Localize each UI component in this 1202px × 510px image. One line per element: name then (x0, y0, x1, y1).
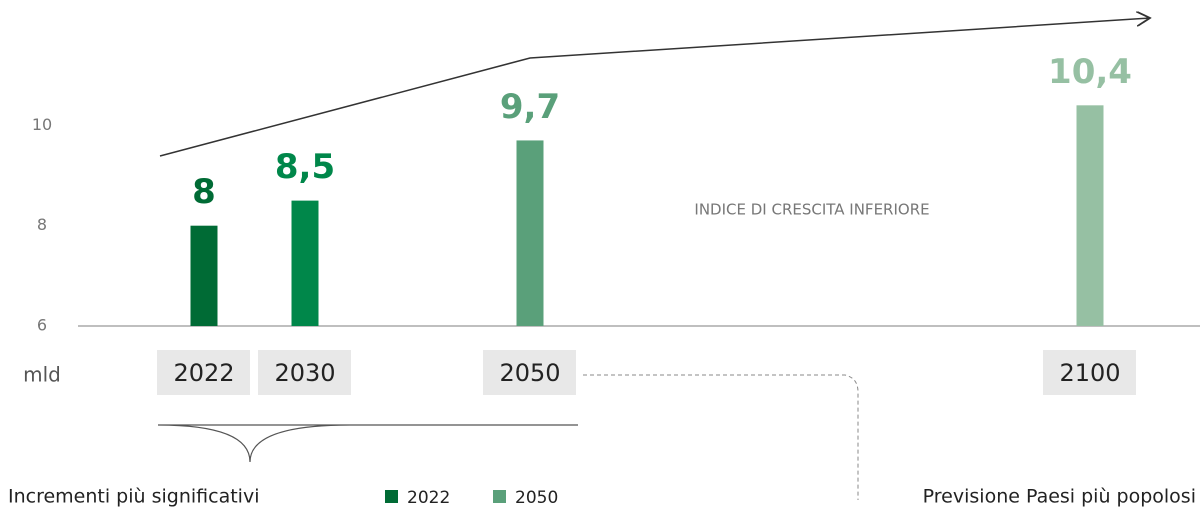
year-box (258, 350, 351, 395)
year-box (483, 350, 576, 395)
legend-label: 2022 (407, 488, 450, 508)
value-label: 10,4 (1048, 52, 1132, 92)
year-box (157, 350, 250, 395)
value-label: 8,5 (275, 147, 335, 187)
y-axis-label: mld (23, 363, 61, 387)
legend-label: 2050 (515, 488, 558, 508)
dashed-connector (583, 374, 859, 500)
x-tick-label: 2050 (499, 359, 560, 387)
bar (516, 140, 544, 326)
x-tick-label: 2100 (1059, 359, 1120, 387)
brace (157, 424, 578, 463)
y-tick-label: 10 (32, 115, 52, 134)
bar (1076, 105, 1104, 326)
year-box (1043, 350, 1136, 395)
y-tick-label: 8 (37, 215, 47, 234)
annotation: INDICE DI CRESCITA INFERIORE (694, 201, 929, 219)
bar (291, 200, 319, 326)
legend-swatch (493, 490, 506, 503)
value-label: 8 (192, 172, 216, 212)
bar (190, 225, 218, 326)
value-label: 9,7 (500, 87, 560, 127)
footer-right: Previsione Paesi più popolosi (923, 486, 1196, 508)
y-tick-label: 6 (37, 316, 47, 335)
x-tick-label: 2022 (173, 359, 234, 387)
trend-arrow (159, 18, 1150, 157)
footer-left: Incrementi più significativi (8, 486, 259, 508)
legend-swatch (385, 490, 398, 503)
x-tick-label: 2030 (274, 359, 335, 387)
